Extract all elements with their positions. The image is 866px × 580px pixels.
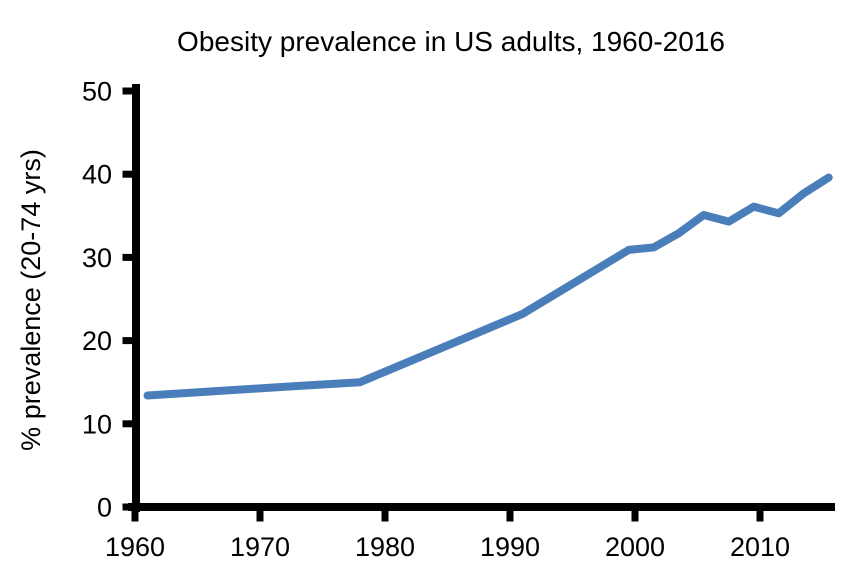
x-tick-label: 2000 xyxy=(605,532,665,562)
y-tick-label: 40 xyxy=(82,160,112,190)
y-tick-label: 0 xyxy=(97,493,112,523)
x-tick-label: 1970 xyxy=(230,532,290,562)
y-tick-label: 50 xyxy=(82,77,112,107)
data-line xyxy=(143,173,833,400)
x-tick-label: 1980 xyxy=(355,532,415,562)
y-axis-title: % prevalence (20-74 yrs) xyxy=(16,149,46,451)
y-tick-label: 10 xyxy=(82,409,112,439)
chart-title: Obesity prevalence in US adults, 1960-20… xyxy=(177,26,725,57)
y-tick-label: 20 xyxy=(82,326,112,356)
x-tick-label: 2010 xyxy=(730,532,790,562)
y-tick-label: 30 xyxy=(82,243,112,273)
x-tick-label: 1990 xyxy=(480,532,540,562)
x-tick-label: 1960 xyxy=(105,532,165,562)
y-axis-ticks: 0 10 20 30 40 50 xyxy=(82,77,137,523)
x-axis-ticks: 1960 1970 1980 1990 2000 2010 xyxy=(105,507,790,562)
